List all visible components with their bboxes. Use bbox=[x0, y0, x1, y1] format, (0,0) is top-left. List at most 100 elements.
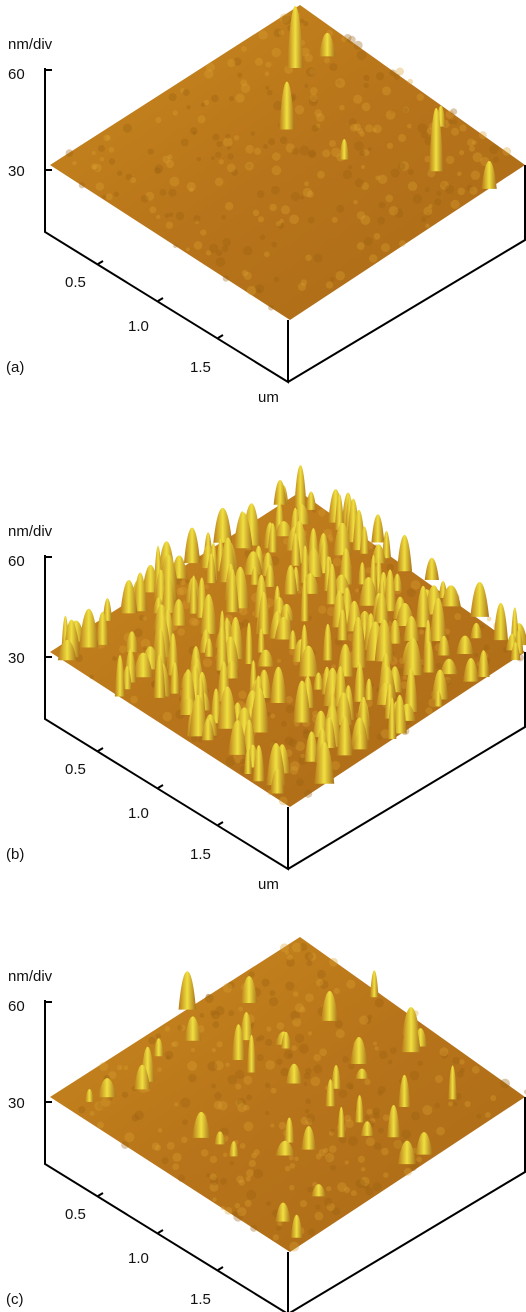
surface-texture bbox=[195, 219, 200, 224]
surface-texture bbox=[314, 109, 323, 117]
surface-texture bbox=[380, 729, 391, 739]
surface-texture bbox=[425, 223, 430, 228]
surface-texture bbox=[222, 1152, 228, 1158]
surface-texture bbox=[374, 998, 384, 1008]
surface-texture bbox=[310, 1076, 321, 1087]
surface-texture bbox=[492, 156, 500, 163]
surface-texture bbox=[204, 69, 214, 79]
surface-peak bbox=[85, 1089, 94, 1102]
surface-texture bbox=[95, 182, 105, 191]
surface-texture bbox=[225, 756, 236, 767]
surface-peak bbox=[304, 731, 319, 762]
surface-texture bbox=[287, 954, 293, 961]
surface-texture bbox=[331, 216, 338, 223]
surface-texture bbox=[357, 127, 364, 134]
surface-texture bbox=[373, 233, 381, 240]
panel-label: (b) bbox=[6, 846, 24, 863]
surface-texture bbox=[162, 711, 173, 722]
surface-texture bbox=[233, 57, 242, 66]
surface-peak bbox=[153, 1038, 164, 1057]
surface-texture bbox=[276, 1022, 285, 1030]
surface-texture bbox=[338, 1089, 348, 1099]
surface-texture bbox=[180, 580, 186, 586]
surface-texture bbox=[151, 1142, 160, 1151]
surface-texture bbox=[309, 87, 318, 95]
surface-texture bbox=[89, 674, 94, 680]
surface-texture bbox=[259, 234, 266, 240]
surface-texture bbox=[294, 1003, 305, 1013]
surface-texture bbox=[399, 240, 406, 247]
surface-texture bbox=[379, 1050, 388, 1060]
surface-peak bbox=[79, 608, 99, 648]
surface-peak bbox=[287, 5, 304, 69]
surface-texture bbox=[140, 194, 149, 203]
surface-texture bbox=[265, 1060, 276, 1070]
surface-texture bbox=[289, 761, 300, 771]
surface-texture bbox=[407, 78, 414, 85]
surface-texture bbox=[399, 161, 410, 171]
surface-peak bbox=[200, 594, 217, 634]
surface-peak bbox=[415, 1132, 433, 1155]
surface-texture bbox=[279, 943, 290, 953]
surface-texture bbox=[205, 993, 211, 998]
surface-peak bbox=[383, 569, 397, 612]
surface-texture bbox=[243, 1075, 253, 1085]
surface-texture bbox=[177, 1024, 183, 1031]
surface-texture bbox=[177, 628, 186, 636]
surface-peak bbox=[398, 1074, 411, 1108]
surface-texture bbox=[250, 131, 256, 136]
surface-texture bbox=[192, 618, 200, 627]
surface-texture bbox=[133, 628, 143, 638]
surface-texture bbox=[283, 1049, 294, 1060]
surface-texture bbox=[336, 204, 345, 213]
surface-peak bbox=[337, 1106, 346, 1138]
surface-texture bbox=[193, 241, 203, 250]
surface-texture bbox=[89, 1110, 95, 1116]
surface-texture bbox=[452, 1056, 460, 1065]
surface-texture bbox=[304, 83, 309, 88]
surface-texture bbox=[228, 1010, 235, 1017]
surface-peak bbox=[257, 628, 266, 653]
surface-texture bbox=[285, 143, 295, 153]
surface-texture bbox=[223, 137, 233, 147]
surface-texture bbox=[197, 115, 206, 124]
surface-texture bbox=[439, 180, 450, 190]
surface-texture bbox=[264, 1110, 270, 1116]
surface-texture bbox=[326, 1202, 335, 1212]
surface-peak bbox=[448, 1065, 457, 1100]
surface-texture bbox=[466, 184, 474, 192]
surface-peak bbox=[339, 138, 350, 160]
surface-texture bbox=[342, 169, 353, 180]
surface-texture bbox=[490, 1095, 497, 1102]
surface-texture bbox=[165, 1055, 171, 1060]
surface-texture bbox=[186, 105, 191, 110]
surface-texture bbox=[306, 190, 314, 198]
surface-texture bbox=[245, 161, 254, 171]
surface-peak bbox=[246, 1034, 257, 1073]
surface-texture bbox=[215, 257, 226, 267]
surface-texture bbox=[330, 1128, 335, 1133]
surface-texture bbox=[385, 194, 394, 203]
surface-texture bbox=[418, 629, 425, 635]
surface-texture bbox=[357, 1155, 365, 1163]
surface-texture bbox=[336, 80, 342, 86]
surface-texture bbox=[145, 191, 155, 201]
surface-texture bbox=[154, 164, 164, 174]
surface-texture bbox=[170, 1042, 176, 1047]
x-tick bbox=[217, 1266, 224, 1271]
surface-texture bbox=[307, 1186, 313, 1193]
surface-texture bbox=[105, 193, 113, 201]
surface-texture bbox=[425, 707, 433, 715]
surface-texture bbox=[327, 534, 334, 540]
surface-peak bbox=[353, 662, 366, 702]
surface-texture bbox=[255, 283, 265, 294]
surface-texture bbox=[276, 658, 281, 663]
surface-peak bbox=[275, 1140, 295, 1156]
surface-texture bbox=[209, 1155, 218, 1164]
surface-texture bbox=[381, 243, 390, 253]
surface-texture bbox=[315, 113, 325, 122]
y-axis bbox=[289, 1097, 526, 1312]
surface-peak bbox=[351, 733, 369, 750]
surface-peak bbox=[267, 523, 278, 553]
surface-texture bbox=[174, 1102, 179, 1107]
